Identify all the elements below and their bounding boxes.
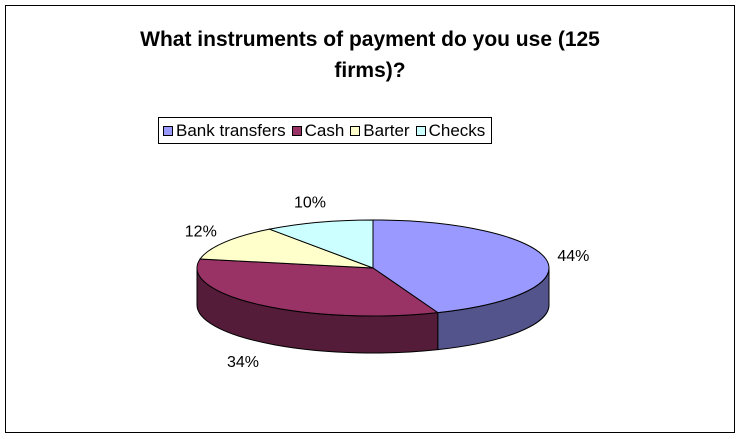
legend-label-cash: Cash xyxy=(304,120,345,140)
data-label-checks: 10% xyxy=(294,194,326,211)
chart-legend: Bank transfers Cash Barter Checks xyxy=(158,117,493,144)
pie-slice-bank-transfers xyxy=(372,219,550,314)
legend-item-cash: Cash xyxy=(291,120,345,141)
legend-swatch-checks xyxy=(415,125,426,136)
data-label-bank-transfers: 44% xyxy=(557,248,589,265)
pie-slice-cash xyxy=(196,258,440,317)
chart-title-line-1: What instruments of payment do you use (… xyxy=(140,28,600,51)
data-label-barter: 12% xyxy=(185,224,217,241)
legend-swatch-cash xyxy=(291,125,302,136)
chart-title-line-2: firms)? xyxy=(334,59,406,82)
legend-label-bank-transfers: Bank transfers xyxy=(176,120,286,140)
legend-item-barter: Barter xyxy=(350,120,410,141)
data-label-cash: 34% xyxy=(227,354,259,371)
chart-title: What instruments of payment do you use (… xyxy=(6,24,734,86)
legend-item-bank-transfers: Bank transfers xyxy=(163,121,286,141)
legend-label-barter: Barter xyxy=(363,120,410,140)
legend-swatch-bank-transfers xyxy=(163,125,173,136)
pie-slice-barter xyxy=(199,228,374,269)
legend-item-checks: Checks xyxy=(415,120,486,141)
pie-slice-checks xyxy=(267,219,374,269)
legend-label-checks: Checks xyxy=(428,120,486,140)
chart-frame: What instruments of payment do you use (… xyxy=(5,5,735,433)
legend-swatch-barter xyxy=(350,125,361,136)
